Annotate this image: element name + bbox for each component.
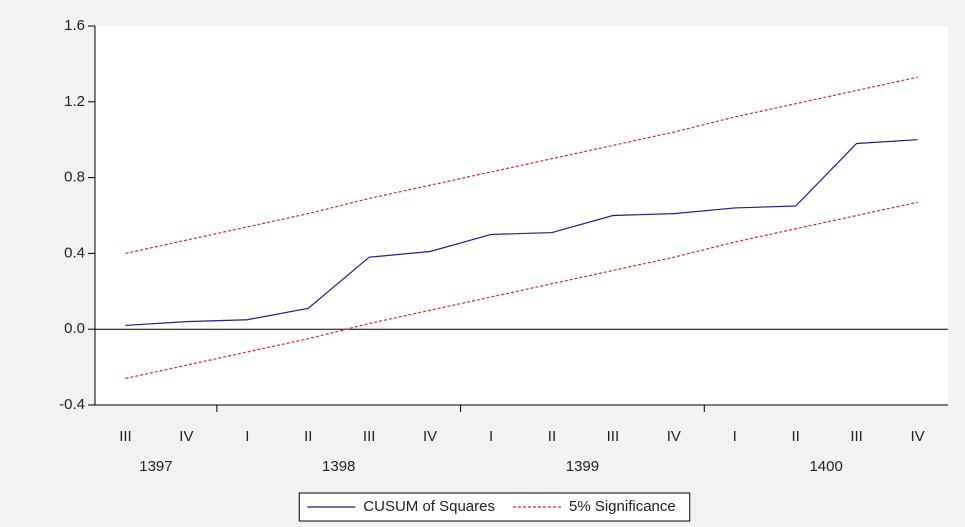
x-tick-label: I [245,428,249,445]
x-tick-label: II [548,428,556,445]
y-tick-label: 0.0 [64,320,85,337]
y-tick-label: 1.6 [64,17,85,34]
x-group-label: 1397 [139,458,172,475]
x-tick-label: III [850,428,863,445]
series-line [125,76,918,254]
x-tick-label: III [363,428,376,445]
plot-area [95,26,948,405]
legend-label: 5% Significance [569,498,676,515]
legend: CUSUM of Squares 5% Significance [298,492,691,522]
legend-label: CUSUM of Squares [363,498,495,515]
x-tick-label: IV [423,428,437,445]
x-group-label: 1398 [322,458,355,475]
x-tick-label: IV [910,428,924,445]
x-tick-label: IV [667,428,681,445]
series-line [125,139,918,327]
y-tick-label: 0.4 [64,244,85,261]
x-tick-label: I [733,428,737,445]
x-tick-label: II [792,428,800,445]
y-tick-label: 1.2 [64,93,85,110]
x-group-label: 1399 [566,458,599,475]
y-tick-label: 0.8 [64,169,85,186]
x-tick-label: I [489,428,493,445]
y-tick-label: -0.4 [59,396,85,413]
series-line [125,201,918,380]
x-tick-label: IV [179,428,193,445]
legend-box [298,492,691,522]
x-tick-label: III [607,428,620,445]
x-tick-label: III [119,428,132,445]
x-tick-label: II [304,428,312,445]
x-group-label: 1400 [809,458,842,475]
